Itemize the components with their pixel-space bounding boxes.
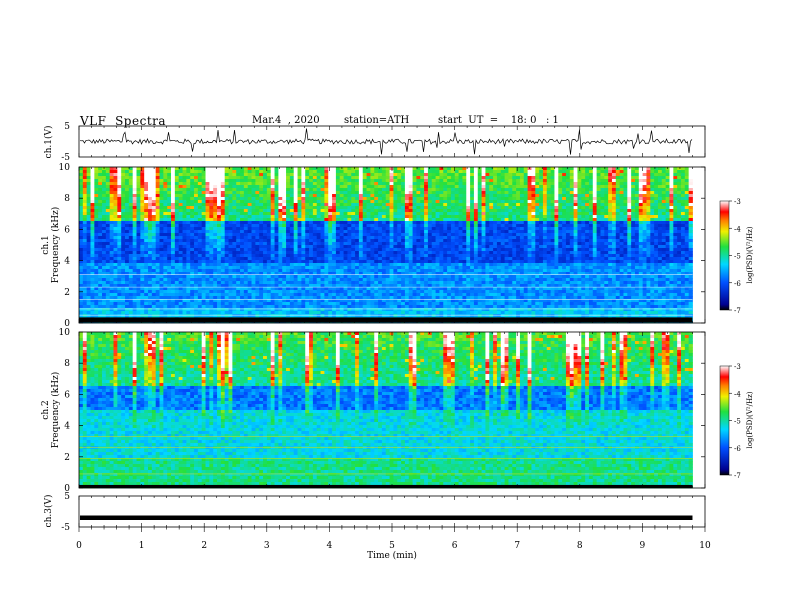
x-tick-label: 0 — [76, 541, 82, 551]
colorbar-tick-label: -4 — [734, 225, 741, 233]
ch2-spec-ylabel-1: ch.2 — [41, 400, 51, 419]
spec-ytick-label: 8 — [64, 194, 70, 204]
ch2-colorbar-gradient — [719, 365, 730, 476]
ch2-spec-ylabel-2: Frequency (kHz) — [50, 372, 61, 449]
spec-ytick-label: 0 — [64, 484, 70, 494]
date-label: Mar.4 , 2020 — [252, 115, 320, 126]
ch1-waveform-line — [79, 128, 693, 155]
spec-ytick-label: 6 — [64, 225, 70, 235]
colorbar-tick-label: -3 — [734, 363, 741, 371]
x-tick-label: 5 — [389, 541, 395, 551]
x-tick-label: 7 — [514, 541, 520, 551]
x-tick-label: 3 — [264, 541, 270, 551]
ch1-waveform-frame — [78, 125, 706, 158]
ch3-ylabel: ch.3(V) — [43, 495, 54, 528]
x-tick-label: 8 — [577, 541, 583, 551]
x-tick-label: 2 — [201, 541, 207, 551]
ch2-colorbar: -3 -4 -5 -6 -7 log(PSD)(V²/Hz) — [719, 363, 754, 480]
colorbar-tick-label: -5 — [734, 253, 741, 261]
ch1-spectrogram-panel: 0 2 4 6 8 10 ch.1 Frequency (kHz) — [41, 163, 706, 329]
ch1-colorbar-label: log(PSD)(V²/Hz) — [746, 226, 754, 283]
ch3-ytick-top: 5 — [64, 492, 70, 502]
ch1-colorbar-gradient — [719, 200, 730, 311]
x-tick-label: 4 — [327, 541, 333, 551]
ch1-waveform-panel: 5 -5 ch.1(V) — [43, 122, 706, 163]
ch1-ylabel: ch.1(V) — [43, 126, 54, 159]
x-axis-label: Time (min) — [367, 550, 417, 561]
ch1-spec-ylabel-2: Frequency (kHz) — [50, 207, 61, 284]
start-time-label: start UT = 18: 0 : 1 — [438, 115, 559, 126]
x-tick-label: 10 — [699, 541, 711, 551]
colorbar-tick-label: -3 — [734, 198, 741, 206]
ch1-ytick-bottom: -5 — [61, 153, 70, 163]
colorbar-tick-label: -7 — [734, 472, 741, 480]
x-tick-label: 1 — [139, 541, 145, 551]
ch2-spectrogram-panel: 0 2 4 6 8 10 ch.2 Frequency (kHz) — [41, 328, 706, 494]
spec-ytick-label: 0 — [64, 319, 70, 329]
ch3-waveform-panel: 5 -5 ch.3(V) — [43, 492, 706, 533]
ch2-spectrogram-image — [79, 332, 693, 489]
spec-ytick-label: 4 — [64, 257, 70, 267]
plot-title: VLF Spectra — [80, 114, 167, 128]
colorbar-tick-label: -4 — [734, 390, 741, 398]
colorbar-tick-label: -6 — [734, 280, 741, 288]
spec-ytick-label: 8 — [64, 359, 70, 369]
ch3-ytick-bottom: -5 — [61, 523, 70, 533]
spec-ytick-label: 2 — [64, 453, 70, 463]
ch1-colorbar: -3 -4 -5 -6 -7 log(PSD)(V²/Hz) — [719, 198, 754, 315]
colorbar-tick-label: -6 — [734, 445, 741, 453]
station-label: station=ATH — [344, 115, 410, 126]
x-tick-label: 9 — [640, 541, 646, 551]
spec-ytick-label: 10 — [59, 163, 71, 173]
ch1-spectrogram-image — [79, 167, 693, 324]
x-tick-label: 6 — [452, 541, 458, 551]
spec-ytick-label: 6 — [64, 390, 70, 400]
colorbar-tick-label: -5 — [734, 418, 741, 426]
ch2-colorbar-label: log(PSD)(V²/Hz) — [746, 391, 754, 448]
colorbar-tick-label: -7 — [734, 307, 741, 315]
x-axis: 0 1 2 3 4 5 6 7 8 9 10 — [76, 126, 711, 551]
ch1-ytick-top: 5 — [64, 122, 70, 132]
ch3-waveform-frame — [78, 495, 706, 528]
ch1-spec-ylabel-1: ch.1 — [41, 235, 51, 254]
spec-ytick-label: 2 — [64, 288, 70, 298]
spec-ytick-label: 10 — [59, 328, 71, 338]
spec-ytick-label: 4 — [64, 422, 70, 432]
